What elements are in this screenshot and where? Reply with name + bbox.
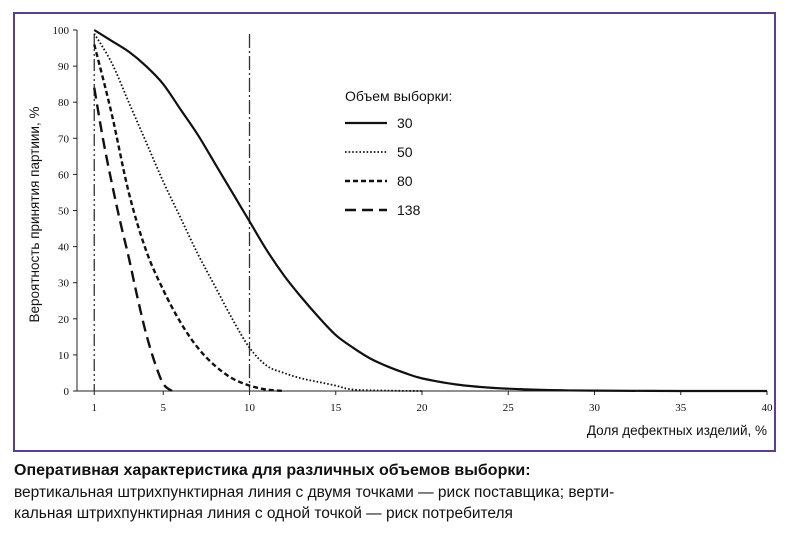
figure-caption: Оперативная характеристика для различных… bbox=[14, 460, 784, 524]
x-tick-label: 15 bbox=[330, 402, 342, 414]
x-tick-label: 35 bbox=[675, 402, 687, 414]
y-tick-label: 30 bbox=[58, 278, 70, 290]
x-tick-label: 30 bbox=[589, 402, 601, 414]
caption-line: вертикальная штрихпунктирная линия с дву… bbox=[14, 484, 615, 501]
series-line-50 bbox=[93, 33, 423, 392]
y-tick-label: 100 bbox=[53, 25, 70, 37]
legend-title: Объем выборки: bbox=[345, 88, 452, 104]
chart-frame: 0 10 20 30 40 50 60 70 80 90 100 1 5 10 15 20 25 30 35 40 До… bbox=[13, 12, 776, 452]
y-tick-label: 0 bbox=[64, 386, 70, 398]
series-line-30 bbox=[93, 29, 768, 393]
y-tick-label: 90 bbox=[58, 61, 70, 73]
y-tick-label: 20 bbox=[58, 314, 70, 326]
x-tick-label: 40 bbox=[762, 402, 774, 414]
x-tick-label: 25 bbox=[503, 402, 515, 414]
y-tick-label: 70 bbox=[58, 133, 70, 145]
x-axis-label: Доля дефектных изделий, % bbox=[587, 423, 767, 438]
x-tick-label: 1 bbox=[92, 402, 98, 414]
y-tick-label: 80 bbox=[58, 97, 70, 109]
y-tick-label: 50 bbox=[58, 206, 70, 218]
y-tick-label: 60 bbox=[58, 169, 70, 181]
y-tick-label: 40 bbox=[58, 242, 70, 254]
legend-label-50: 50 bbox=[397, 144, 413, 160]
caption-line: кальная штрихпунктирная линия с одной то… bbox=[14, 505, 513, 522]
y-tick-label: 10 bbox=[58, 350, 70, 362]
x-tick-label: 10 bbox=[244, 402, 256, 414]
x-tick-label: 5 bbox=[161, 402, 167, 414]
y-axis-label: Вероятность принятия партиии, % bbox=[27, 107, 42, 323]
legend-label-138: 138 bbox=[397, 202, 421, 218]
series-line-80 bbox=[93, 44, 285, 393]
legend-label-30: 30 bbox=[397, 115, 413, 131]
caption-title: Оперативная характеристика для различных… bbox=[14, 462, 531, 479]
x-tick-label: 20 bbox=[417, 402, 429, 414]
series-line-138 bbox=[93, 87, 173, 392]
legend-label-80: 80 bbox=[397, 173, 413, 189]
